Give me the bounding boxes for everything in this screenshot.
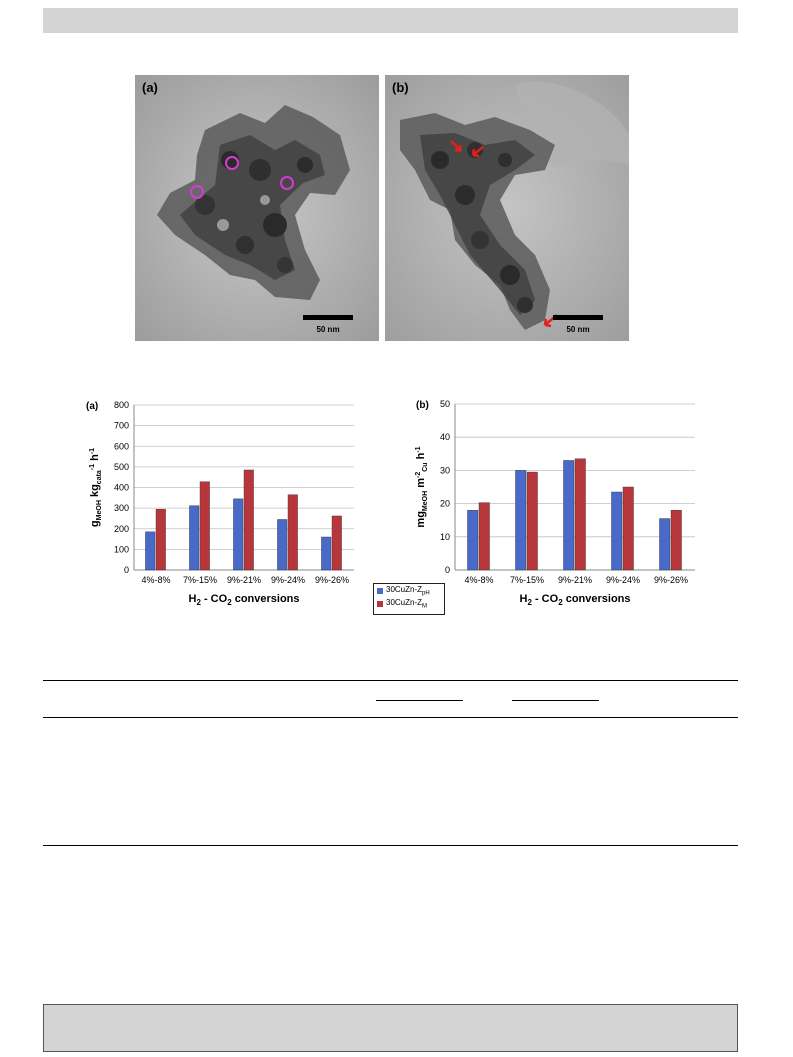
- legend-label-pH: 30CuZn-ZpH: [386, 584, 430, 597]
- y-tick-label: 400: [114, 483, 129, 493]
- bar-M: [526, 471, 538, 571]
- page-header-bar: [43, 8, 738, 33]
- bar-M: [243, 469, 254, 571]
- bar-chart-b-svg: 0 10 20 30 40 50 4%-8% 7%-15% 9%-21% 9%-24% 9%-26%…: [415, 399, 695, 607]
- bar-M: [622, 486, 634, 571]
- bar-chart-a-svg: 0 100 200 300 400 500 600 700 800 4%-8% 7%-15% 9%-2…: [86, 400, 354, 607]
- y-tick-label: 600: [114, 441, 129, 451]
- bar-M: [574, 458, 586, 571]
- scale-bar-b: [553, 315, 603, 320]
- x-tick-label: 9%-24%: [271, 575, 305, 585]
- bar-M: [287, 494, 298, 571]
- panel-label-a: (a): [142, 80, 158, 95]
- y-axis-title: mgMeOH m-2Cu h-1: [415, 446, 429, 527]
- table-top-rule: [43, 680, 738, 681]
- particle-marker-circle: [190, 185, 204, 199]
- legend-label-M: 30CuZn-ZM: [386, 597, 428, 610]
- x-tick-label: 4%-8%: [464, 575, 493, 585]
- bar-pH: [189, 505, 200, 571]
- chart-panel-label: (b): [416, 400, 429, 411]
- scale-label-b: 50 nm: [566, 325, 590, 334]
- y-tick-label: 20: [440, 499, 450, 509]
- y-axis-title: gMeOH kgcata-1 h-1: [89, 448, 103, 527]
- tem-micrograph-b: (b) 50 nm: [385, 75, 629, 341]
- particle-marker-circle: [280, 176, 294, 190]
- bar-pH: [467, 510, 479, 571]
- scale-bar-a: [303, 315, 353, 320]
- x-tick-label: 7%-15%: [183, 575, 217, 585]
- page-footer-bar: [43, 1004, 738, 1052]
- arrow-marker: [471, 146, 484, 158]
- table-group-rule-1: [376, 700, 463, 701]
- tem-micrograph-a: (a) 50 nm: [135, 75, 379, 341]
- bar-M: [478, 502, 490, 571]
- x-axis-title: H2 - CO2 conversions: [189, 593, 300, 607]
- y-tick-label: 500: [114, 462, 129, 472]
- y-tick-label: 30: [440, 465, 450, 475]
- tem-image-b: [385, 75, 629, 341]
- legend-swatch-pH: [377, 587, 383, 594]
- y-tick-label: 10: [440, 532, 450, 542]
- scale-label-a: 50 nm: [316, 325, 340, 334]
- x-axis-title: H2 - CO2 conversions: [520, 593, 631, 607]
- x-tick-label: 7%-15%: [510, 575, 544, 585]
- bar-pH: [515, 470, 527, 571]
- y-tick-label: 700: [114, 421, 129, 431]
- bar-chart-b: 0 10 20 30 40 50 4%-8% 7%-15% 9%-21% 9%-24% 9%-26%…: [410, 395, 710, 620]
- chart-panel-label: (a): [86, 401, 98, 412]
- bar-pH: [321, 536, 332, 571]
- bar-chart-a: 0 100 200 300 400 500 600 700 800 4%-8% 7%-15% 9%-2…: [80, 395, 370, 620]
- y-tick-label: 40: [440, 432, 450, 442]
- bar-pH: [277, 519, 288, 571]
- legend-item-M: 30CuZn-ZM: [374, 597, 444, 610]
- bar-pH: [659, 518, 671, 571]
- y-tick-label: 200: [114, 524, 129, 534]
- bar-M: [199, 481, 210, 571]
- panel-label-b: (b): [392, 80, 409, 95]
- table-bottom-rule: [43, 845, 738, 846]
- legend-item-pH: 30CuZn-ZpH: [374, 584, 444, 597]
- legend-swatch-M: [377, 600, 383, 607]
- x-tick-label: 4%-8%: [141, 575, 170, 585]
- x-tick-label: 9%-24%: [606, 575, 640, 585]
- x-tick-label: 9%-21%: [558, 575, 592, 585]
- chart-legend: 30CuZn-ZpH 30CuZn-ZM: [373, 583, 445, 615]
- bar-pH: [563, 460, 575, 571]
- bar-M: [670, 510, 682, 571]
- x-tick-label: 9%-21%: [227, 575, 261, 585]
- x-tick-label: 9%-26%: [315, 575, 349, 585]
- y-tick-label: 0: [124, 565, 129, 575]
- table-header-rule: [43, 717, 738, 718]
- bar-pH: [233, 498, 244, 571]
- bar-pH: [145, 531, 156, 571]
- bar-M: [331, 515, 342, 571]
- y-tick-label: 800: [114, 400, 129, 410]
- bar-pH: [611, 491, 623, 571]
- particle-marker-circle: [225, 156, 239, 170]
- y-tick-label: 300: [114, 503, 129, 513]
- y-tick-label: 0: [445, 565, 450, 575]
- bar-M: [155, 508, 166, 571]
- tem-image-a: [135, 75, 379, 341]
- x-tick-label: 9%-26%: [654, 575, 688, 585]
- y-tick-label: 50: [440, 399, 450, 409]
- table-group-rule-2: [512, 700, 599, 701]
- y-tick-label: 100: [114, 544, 129, 554]
- arrow-marker: [450, 140, 463, 153]
